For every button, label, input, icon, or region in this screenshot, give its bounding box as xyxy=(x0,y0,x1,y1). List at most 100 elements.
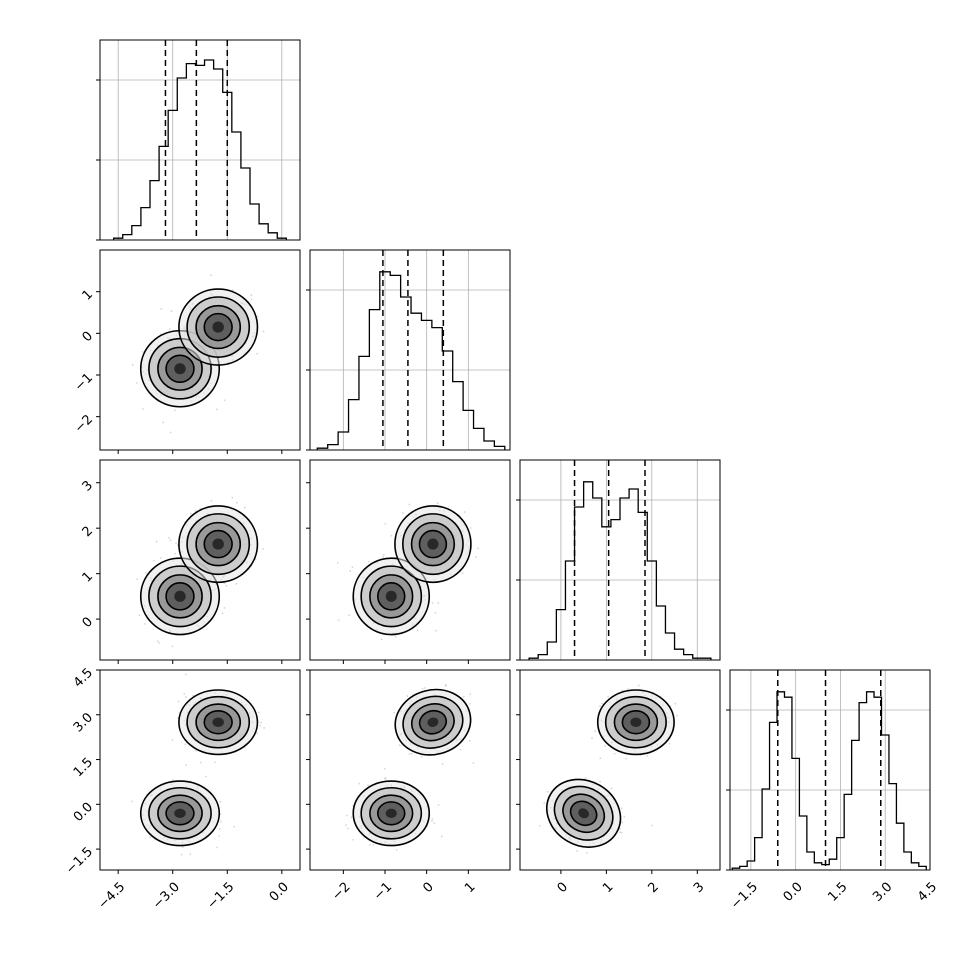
sample-point xyxy=(218,835,221,837)
sample-point xyxy=(384,777,387,779)
sample-point xyxy=(546,790,549,793)
sample-point xyxy=(601,702,603,705)
sample-point xyxy=(372,844,375,846)
sample-point xyxy=(437,601,440,604)
sample-point xyxy=(130,800,133,803)
sample-point xyxy=(398,744,401,747)
sample-point xyxy=(181,846,184,849)
sample-point xyxy=(380,638,383,641)
sample-point xyxy=(136,578,139,581)
sample-point xyxy=(538,824,541,827)
density-layer xyxy=(136,496,265,648)
density-panel-2-1 xyxy=(306,459,511,664)
sample-point xyxy=(199,507,202,510)
sample-point xyxy=(477,547,480,550)
contour-line xyxy=(165,801,195,826)
sample-point xyxy=(260,721,263,724)
sample-point xyxy=(620,807,623,810)
histogram-panel-0 xyxy=(96,39,301,241)
sample-point xyxy=(621,821,624,824)
sample-point xyxy=(469,693,472,695)
sample-point xyxy=(393,711,396,714)
sample-point xyxy=(433,822,436,825)
sample-point xyxy=(169,539,172,542)
sample-point xyxy=(437,804,440,807)
x-tick-label: 3 xyxy=(691,880,707,896)
sample-point xyxy=(621,689,624,692)
contour-line xyxy=(546,778,622,848)
sample-point xyxy=(189,512,192,515)
sample-point xyxy=(162,421,165,424)
sample-point xyxy=(160,307,163,310)
y-tick-label: 4.5 xyxy=(71,665,96,690)
panels-layer xyxy=(96,39,931,874)
sample-point xyxy=(231,496,234,499)
sample-point xyxy=(250,298,253,301)
x-tick-label: 2 xyxy=(646,880,662,896)
sample-point xyxy=(156,640,159,643)
contour-line xyxy=(178,689,259,756)
contour-line xyxy=(157,346,203,391)
sample-point xyxy=(189,853,192,855)
histogram-step-line xyxy=(112,59,288,240)
contour-line xyxy=(178,288,259,366)
sample-point xyxy=(599,705,601,708)
contour-line xyxy=(376,582,406,611)
sample-point xyxy=(431,602,434,604)
density-layer xyxy=(131,274,265,434)
sample-point xyxy=(350,816,353,819)
contour-line xyxy=(203,312,233,342)
panel-frame xyxy=(99,39,301,241)
sample-point xyxy=(250,294,253,296)
sample-point xyxy=(420,755,423,758)
y-tick-label: 3.0 xyxy=(71,710,96,735)
sample-point xyxy=(258,711,260,714)
contour-line xyxy=(418,709,448,735)
sample-point xyxy=(210,500,213,502)
sample-point xyxy=(395,848,398,851)
sample-point xyxy=(384,522,387,525)
sample-point xyxy=(382,555,385,558)
panel-frame xyxy=(729,669,931,871)
histogram-step-line xyxy=(316,271,506,450)
density-panel-1-0 xyxy=(96,249,301,454)
sample-point xyxy=(401,512,404,514)
x-tick-label: −3.0 xyxy=(150,880,183,913)
sample-point xyxy=(408,503,411,506)
sample-point xyxy=(170,310,173,312)
density-fill xyxy=(212,321,224,333)
density-fill xyxy=(212,538,224,550)
panel-frame xyxy=(519,669,721,871)
contour-line xyxy=(369,574,414,619)
sample-point xyxy=(348,614,351,617)
sample-point xyxy=(345,824,347,827)
sample-point xyxy=(469,527,472,529)
contour-line xyxy=(410,521,456,567)
sample-point xyxy=(349,570,352,572)
x-tick-label: −1.5 xyxy=(728,880,761,913)
sample-point xyxy=(423,687,426,689)
sample-point xyxy=(675,714,678,717)
sample-point xyxy=(395,636,397,638)
sample-point xyxy=(142,408,144,410)
x-tick-label: −1.5 xyxy=(205,880,238,913)
sample-point xyxy=(185,764,187,767)
sample-point xyxy=(235,582,238,585)
sample-point xyxy=(463,511,466,513)
sample-point xyxy=(435,629,437,632)
x-tick-label: 1 xyxy=(600,880,616,896)
sample-point xyxy=(233,825,235,828)
contour-line xyxy=(613,703,659,742)
sample-point xyxy=(406,695,409,697)
sample-point xyxy=(382,553,385,556)
contour-line xyxy=(418,529,448,559)
contour-line xyxy=(148,786,212,840)
sample-point xyxy=(584,777,587,780)
y-tick-label: −1.5 xyxy=(63,845,96,878)
contour-line xyxy=(352,557,431,636)
sample-point xyxy=(431,818,434,820)
contour-line xyxy=(178,505,259,584)
contour-line xyxy=(402,513,464,576)
sample-point xyxy=(259,724,262,727)
